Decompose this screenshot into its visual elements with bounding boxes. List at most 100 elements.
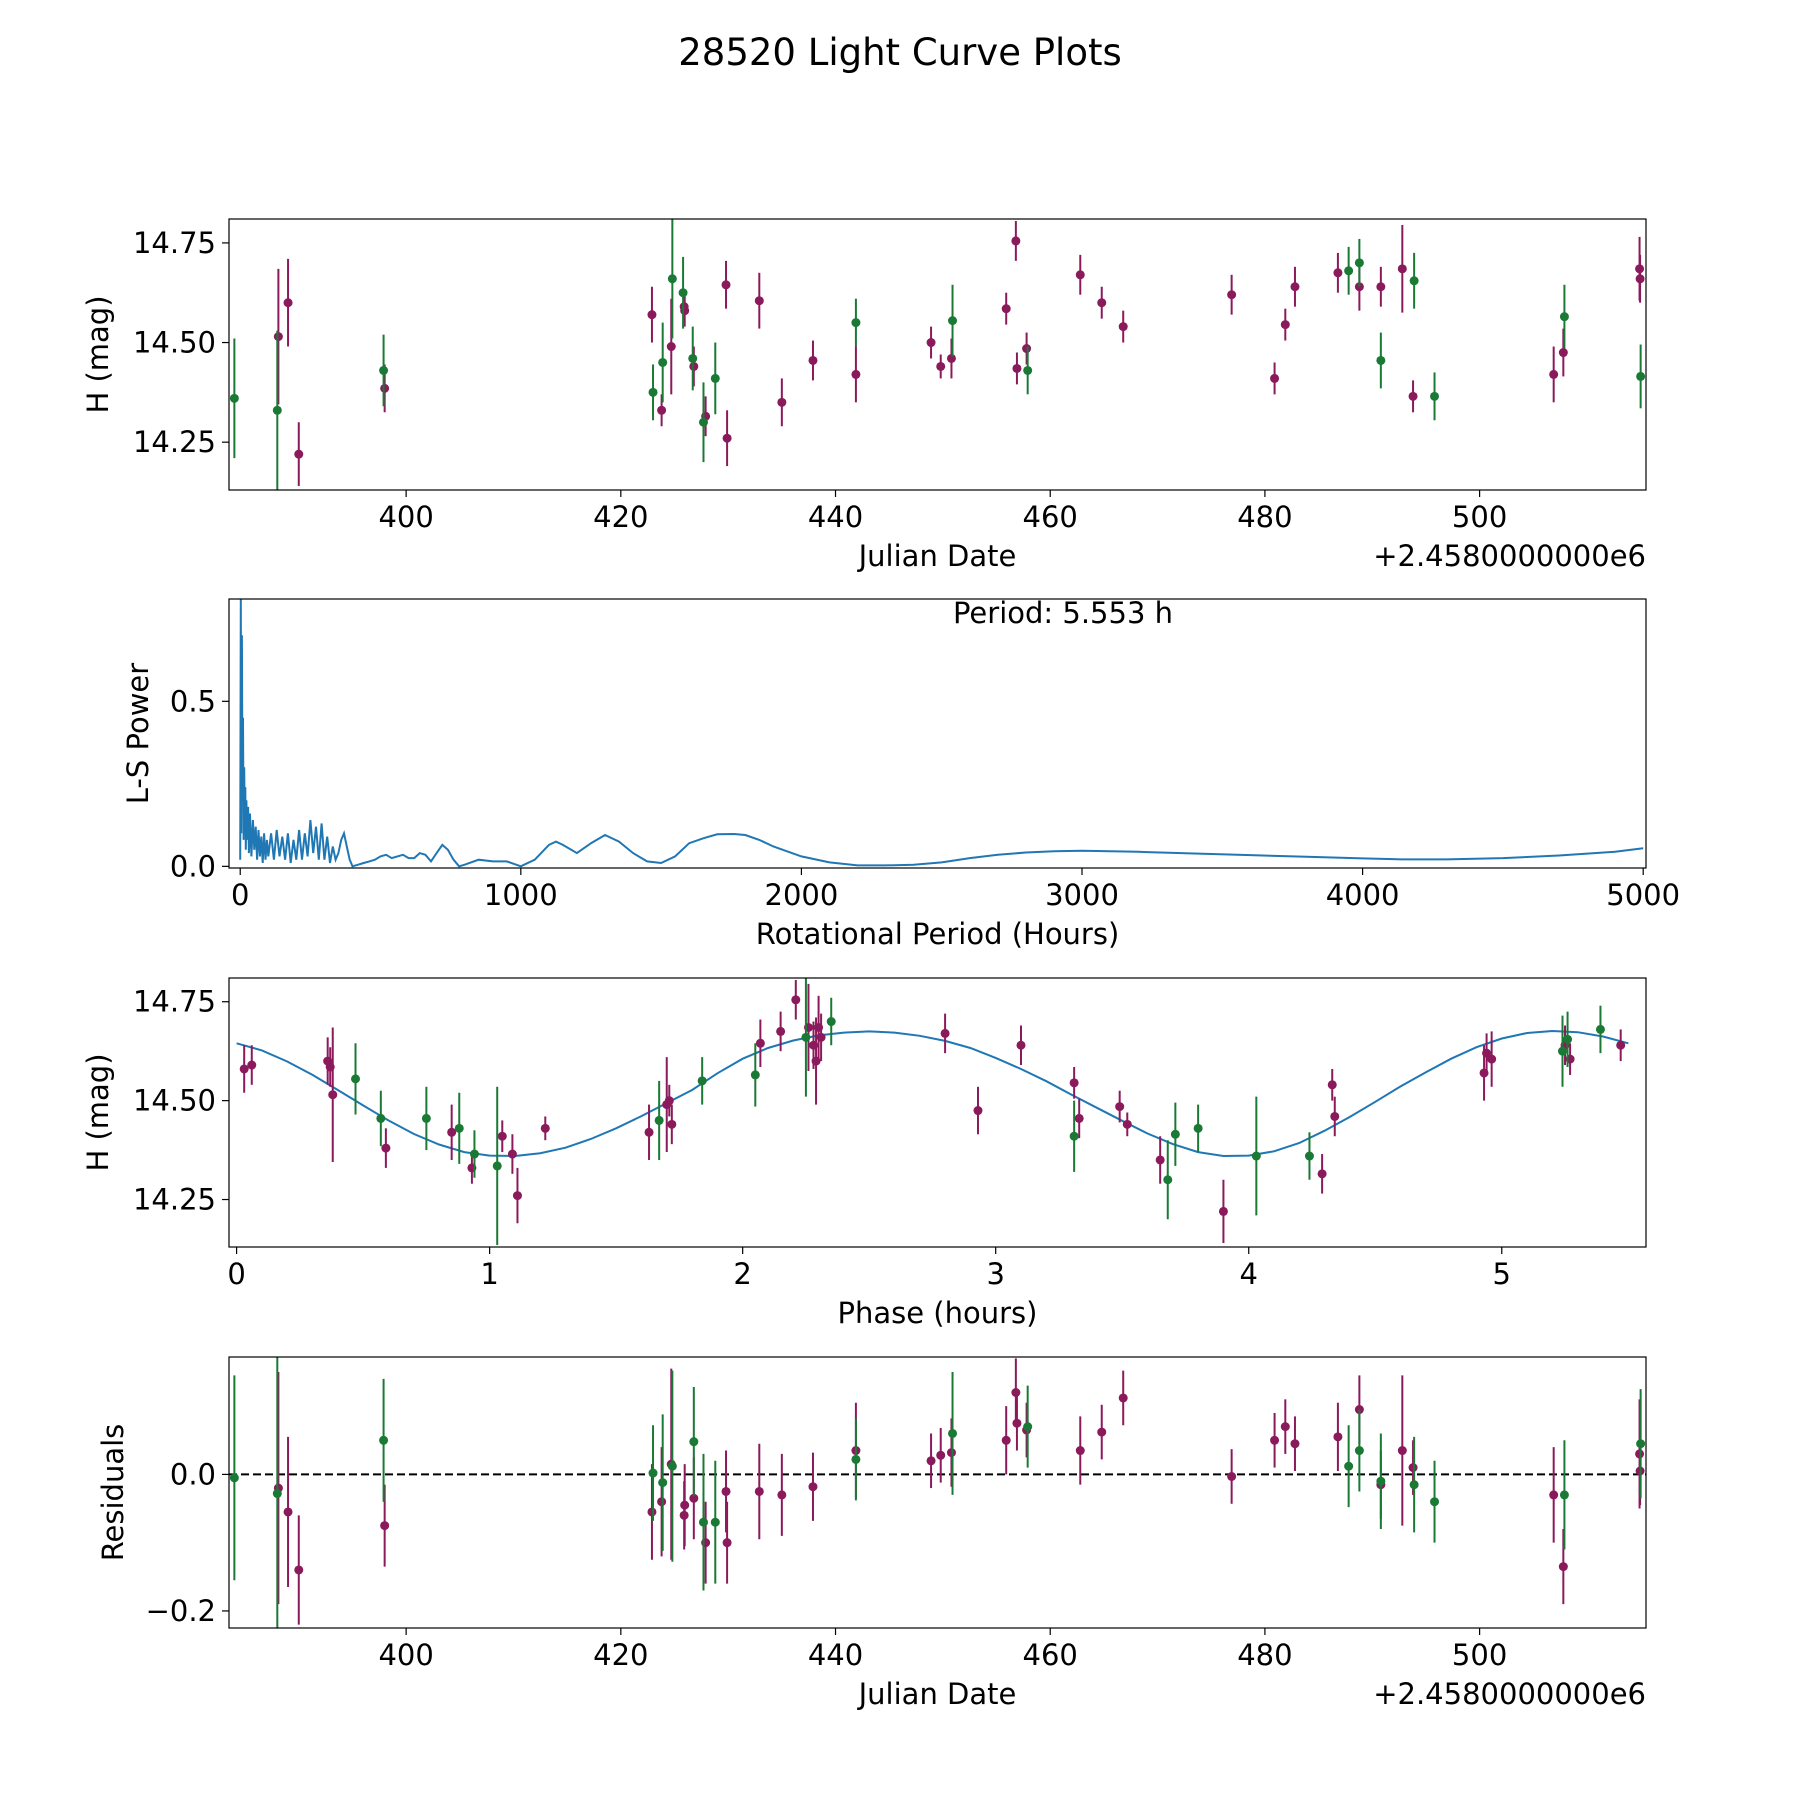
- data-point-purple: [647, 286, 657, 343]
- x-axis-label: Rotational Period (Hours): [756, 917, 1120, 951]
- marker: [1344, 1461, 1354, 1471]
- marker: [507, 1149, 517, 1159]
- data-point-purple: [1118, 1370, 1128, 1426]
- data-point-purple: [1227, 274, 1237, 315]
- marker: [1557, 1046, 1567, 1056]
- data-point-purple: [777, 378, 787, 427]
- x-tick-label: 460: [1023, 500, 1078, 534]
- marker: [658, 1478, 668, 1488]
- data-point-purple: [1227, 1449, 1237, 1504]
- data-point-purple: [1097, 1404, 1107, 1460]
- marker: [239, 1064, 249, 1074]
- y-axis-label: Residuals: [96, 1424, 130, 1562]
- data-point-purple: [1333, 1402, 1343, 1471]
- marker: [710, 1517, 720, 1527]
- data-point-purple: [1270, 362, 1280, 395]
- data-point-purple: [273, 268, 283, 405]
- marker: [801, 1032, 811, 1042]
- marker: [272, 405, 282, 415]
- data-point-purple: [294, 422, 304, 487]
- y-tick-label: 14.50: [133, 1084, 216, 1118]
- x-tick-label: 2000: [765, 878, 839, 912]
- data-point-green: [1563, 1011, 1573, 1068]
- x-tick-label: 500: [1452, 1638, 1507, 1672]
- data-point-green: [750, 1043, 760, 1107]
- marker: [722, 1538, 732, 1548]
- marker: [273, 332, 283, 342]
- marker: [680, 306, 690, 316]
- marker: [948, 316, 958, 326]
- marker: [1558, 1562, 1568, 1572]
- data-point-green: [1557, 1015, 1567, 1087]
- marker: [1023, 365, 1033, 375]
- marker: [1118, 322, 1128, 332]
- panel-residuals: 400 420 440 460 480 500 −0.2 0.0 Julian Date Resi…: [96, 1356, 1647, 1711]
- data-point-green: [351, 1043, 361, 1115]
- marker: [808, 355, 818, 365]
- marker: [1344, 266, 1354, 276]
- data-point-green: [229, 1375, 239, 1581]
- marker: [1430, 391, 1440, 401]
- data-point-purple: [721, 260, 731, 309]
- marker: [667, 1461, 677, 1471]
- marker: [1122, 1119, 1132, 1129]
- y-tick-label: 14.75: [133, 985, 216, 1019]
- data-point-purple: [283, 258, 293, 347]
- marker: [512, 1191, 522, 1201]
- data-point-purple: [1075, 254, 1085, 295]
- data-point-purple: [1549, 1447, 1559, 1543]
- marker: [936, 361, 946, 371]
- marker: [1409, 1480, 1419, 1490]
- marker: [946, 1448, 956, 1458]
- plot-area-lightcurve: [229, 219, 1646, 490]
- marker: [1430, 1497, 1440, 1507]
- data-point-purple: [1016, 1025, 1026, 1066]
- data-point-purple: [1218, 1179, 1228, 1244]
- marker: [776, 1026, 786, 1036]
- x-tick-label: 400: [378, 500, 433, 534]
- data-point-green: [948, 1372, 958, 1495]
- marker: [328, 1090, 338, 1100]
- marker: [750, 1070, 760, 1080]
- marker: [1304, 1151, 1314, 1161]
- model-fit-line: [236, 1029, 1629, 1158]
- marker: [1408, 1463, 1418, 1473]
- x-tick-label: 2: [733, 1257, 751, 1291]
- data-point-purple: [247, 1045, 257, 1085]
- data-point-purple: [755, 1019, 765, 1068]
- marker: [1559, 1490, 1569, 1500]
- marker: [283, 1507, 293, 1517]
- marker: [351, 1074, 361, 1084]
- data-point-purple: [381, 1128, 391, 1168]
- marker: [294, 1565, 304, 1575]
- data-point-purple: [1558, 328, 1568, 377]
- y-axis-label: H (mag): [81, 1053, 115, 1171]
- data-point-green: [1409, 1436, 1419, 1533]
- data-point-purple: [946, 338, 956, 379]
- data-point-purple: [1397, 224, 1407, 313]
- data-point-purple: [926, 1433, 936, 1489]
- data-point-green: [688, 326, 698, 391]
- data-point-green: [1430, 1460, 1440, 1543]
- data-point-purple: [722, 1501, 732, 1584]
- marker: [1397, 264, 1407, 274]
- x-offset-label: +2.4580000000e6: [1373, 539, 1646, 573]
- data-point-green: [1193, 1104, 1203, 1153]
- y-tick-label: −0.2: [146, 1594, 216, 1628]
- marker: [1270, 373, 1280, 383]
- data-point-green: [698, 382, 708, 463]
- data-point-green: [492, 1086, 502, 1246]
- data-point-green: [948, 284, 958, 357]
- data-point-purple: [791, 979, 801, 1020]
- panels: 400 420 440 460 480 50014.2514.5014.75Julian …: [81, 218, 1680, 1711]
- x-offset-label: +2.4580000000e6: [1373, 1677, 1646, 1711]
- data-point-green: [1023, 346, 1033, 395]
- data-point-purple: [701, 396, 711, 437]
- x-tick-label: 480: [1237, 500, 1292, 534]
- data-point-green: [1170, 1102, 1180, 1166]
- axes-frame: [228, 218, 1647, 491]
- marker: [722, 433, 732, 443]
- panel-lightcurve: 400 420 440 460 480 500 14.25 14.50 14.75 Julian …: [81, 218, 1647, 573]
- x-tick-label: 5000: [1606, 878, 1680, 912]
